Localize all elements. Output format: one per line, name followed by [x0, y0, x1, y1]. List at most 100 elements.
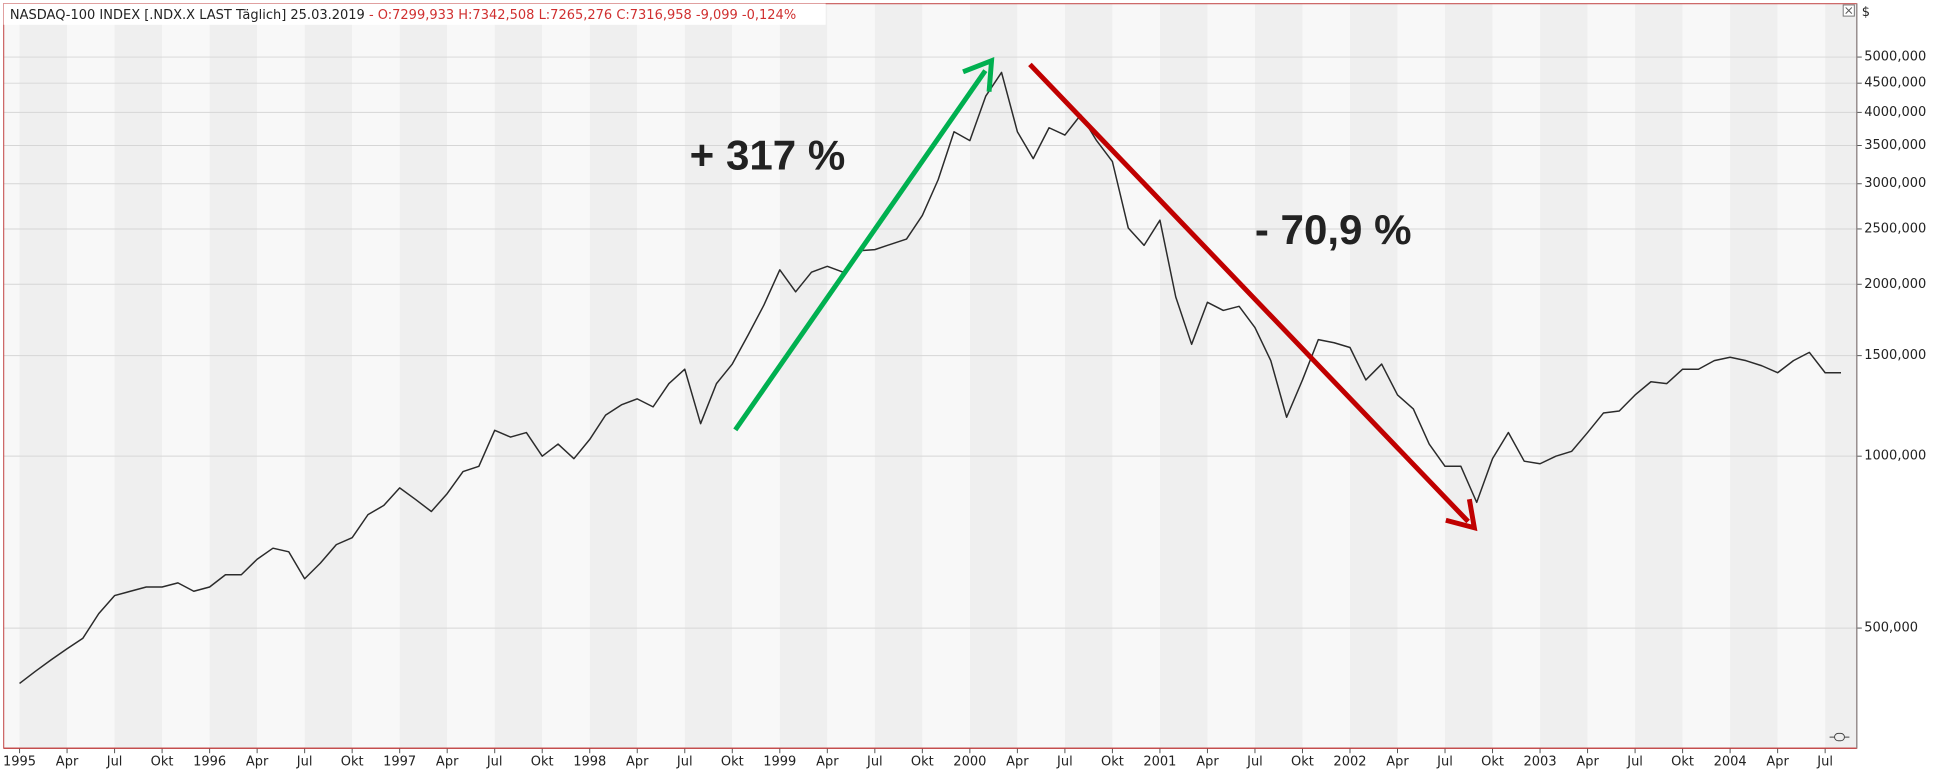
stripe	[1254, 3, 1303, 749]
annotation: - 70,9 %	[1255, 206, 1412, 253]
stripe	[19, 3, 68, 749]
y-tick-label: 500,000	[1864, 621, 1918, 636]
x-tick-label: Okt	[531, 754, 554, 769]
stripe	[1159, 3, 1208, 749]
y-tick-label: 4000,000	[1864, 105, 1926, 120]
x-tick-label: 2004	[1714, 754, 1747, 769]
quote-info: - O:7299,933 H:7342,508 L:7265,276 C:731…	[369, 7, 796, 22]
x-tick-label: Apr	[56, 754, 79, 769]
x-tick-label: Jul	[1626, 754, 1643, 769]
stripes	[3, 3, 1857, 749]
x-tick-label: 2000	[953, 754, 986, 769]
x-tick-label: 2003	[1524, 754, 1557, 769]
stripe	[494, 3, 543, 749]
stripe	[1730, 3, 1778, 749]
stripe	[1397, 3, 1446, 749]
stripe	[399, 3, 448, 749]
header: NASDAQ-100 INDEX [.NDX.X LAST Täglich] 2…	[10, 7, 796, 22]
stripe	[1825, 3, 1857, 749]
x-tick-label: 1999	[763, 754, 796, 769]
stripe	[162, 3, 210, 749]
stripe	[874, 3, 923, 749]
x-tick-label: Apr	[1576, 754, 1599, 769]
x-tick-label: Jul	[296, 754, 313, 769]
stripe	[922, 3, 970, 749]
stripe	[1777, 3, 1826, 749]
stripe	[969, 3, 1018, 749]
x-tick-label: 1997	[383, 754, 416, 769]
x-tick-label: 1996	[193, 754, 226, 769]
y-tick-label: 1500,000	[1864, 348, 1926, 363]
stripe	[1112, 3, 1160, 749]
y-tick-label: 2000,000	[1864, 277, 1926, 292]
rise-arrow-head	[962, 56, 995, 92]
y-tick-label: 3000,000	[1864, 176, 1926, 191]
x-tick-label: Apr	[1766, 754, 1789, 769]
rise-arrow	[733, 69, 988, 432]
x-tick-label: Okt	[341, 754, 364, 769]
stripe	[1587, 3, 1636, 749]
x-tick-label: Jul	[1246, 754, 1263, 769]
stripe	[1445, 3, 1493, 749]
fall-arrow	[1028, 62, 1470, 524]
stripe	[67, 3, 115, 749]
y-tick-label: 1000,000	[1864, 449, 1926, 464]
y-unit: $	[1862, 5, 1870, 20]
stripe	[1682, 3, 1731, 749]
x-tick-label: Apr	[1006, 754, 1029, 769]
stripe	[447, 3, 495, 749]
x-tick-label: Okt	[1101, 754, 1124, 769]
x-tick-label: Jul	[676, 754, 693, 769]
x-tick-label: Okt	[911, 754, 934, 769]
stripe	[257, 3, 305, 749]
stripe	[1064, 3, 1113, 749]
stripe	[684, 3, 733, 749]
stripe	[542, 3, 590, 749]
stripe	[1540, 3, 1588, 749]
x-tick-label: Apr	[1386, 754, 1409, 769]
x-tick-label: Jul	[1056, 754, 1073, 769]
x-tick-label: Okt	[1481, 754, 1504, 769]
price-line	[19, 71, 1841, 685]
x-tick-label: 1998	[573, 754, 606, 769]
stripe	[1349, 3, 1398, 749]
x-tick-label: Okt	[721, 754, 744, 769]
stripe	[589, 3, 638, 749]
annotation: + 317 %	[690, 132, 846, 179]
x-tick-label: Jul	[1816, 754, 1833, 769]
lines	[19, 71, 1841, 685]
stripe	[779, 3, 828, 749]
y-tick-label: 5000,000	[1864, 50, 1926, 65]
stripe	[114, 3, 163, 749]
stripe	[304, 3, 353, 749]
x-tick-label: Apr	[436, 754, 459, 769]
stripe	[1017, 3, 1065, 749]
x-tick-label: Okt	[151, 754, 174, 769]
scroll-handle[interactable]	[1834, 732, 1845, 742]
y-tick-label: 2500,000	[1864, 221, 1926, 236]
x-tick-label: Jul	[106, 754, 123, 769]
x-tick-label: 2002	[1333, 754, 1366, 769]
x-tick-label: Apr	[816, 754, 839, 769]
y-tick-label: 3500,000	[1864, 138, 1926, 153]
x-tick-label: Apr	[246, 754, 269, 769]
x-tick-label: Okt	[1671, 754, 1694, 769]
stripe	[1492, 3, 1541, 749]
x-tick-label: Jul	[1436, 754, 1453, 769]
chart-title: NASDAQ-100 INDEX [.NDX.X LAST Täglich] 2…	[10, 7, 365, 22]
stripe	[827, 3, 875, 749]
x-tick-label: Apr	[626, 754, 649, 769]
x-tick-label: Jul	[866, 754, 883, 769]
stripe	[352, 3, 400, 749]
stripe	[1207, 3, 1255, 749]
x-tick-label: Jul	[486, 754, 503, 769]
x-tick-label: 1995	[3, 754, 36, 769]
header-bg	[3, 3, 826, 25]
x-tick-label: Apr	[1196, 754, 1219, 769]
stripe	[209, 3, 258, 749]
fall-arrow-head	[1445, 498, 1478, 532]
stripe	[3, 3, 20, 749]
y-tick-label: 4500,000	[1864, 76, 1926, 91]
close-icon	[1845, 7, 1853, 14]
